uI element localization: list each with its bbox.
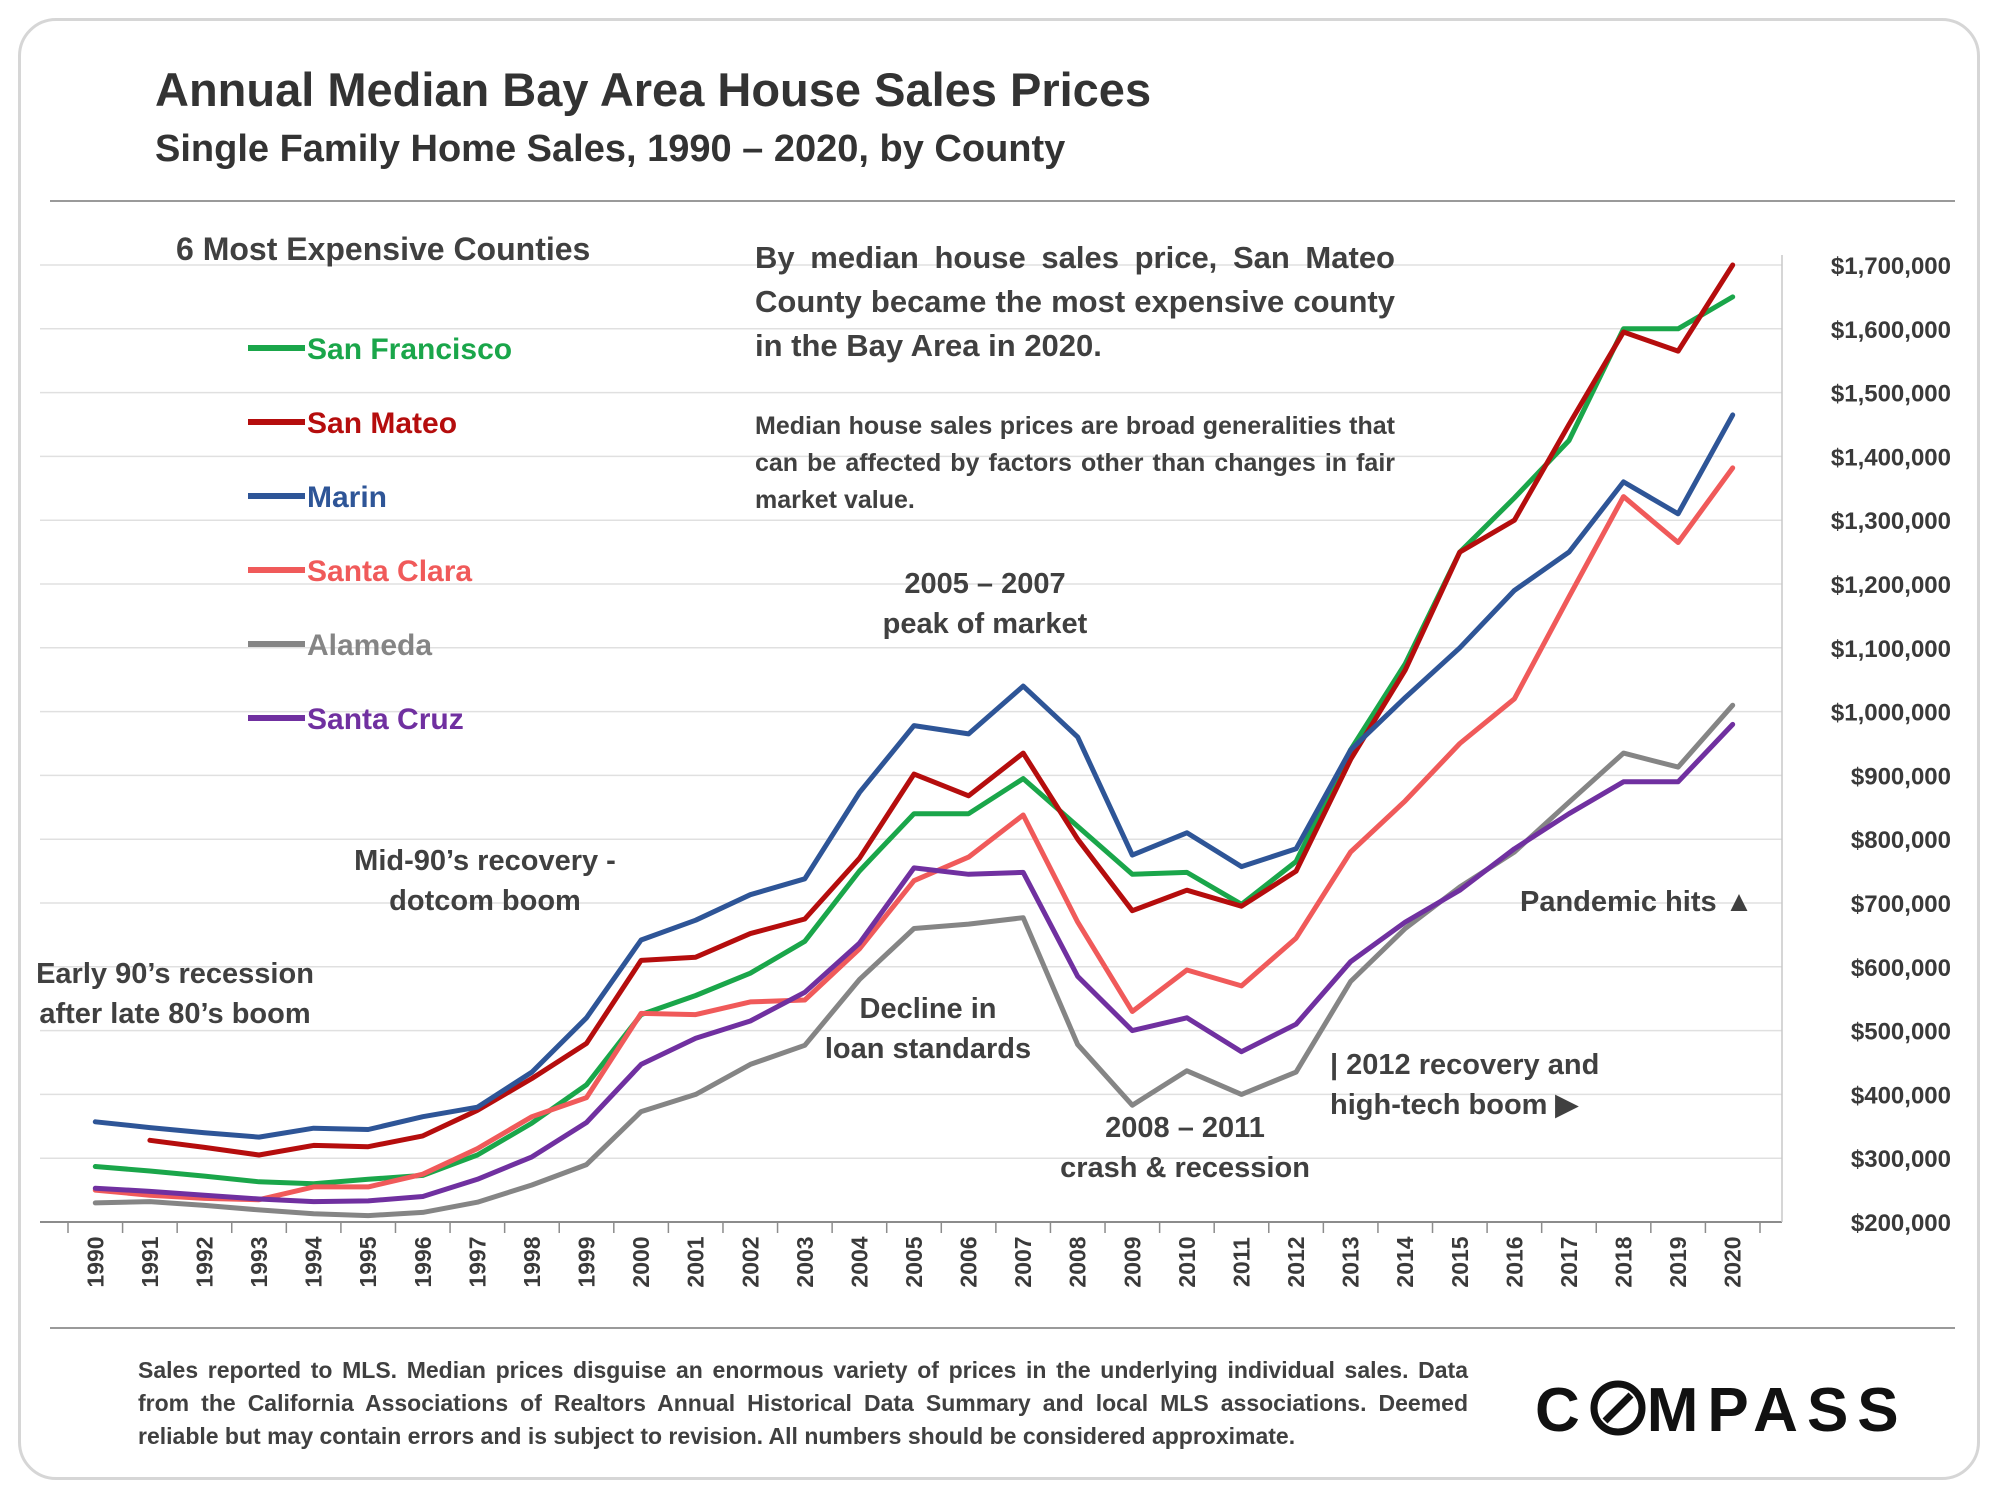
series-line-santa-clara bbox=[92, 465, 1736, 1203]
legend-entry: San Mateo bbox=[307, 407, 457, 440]
legend: 6 Most Expensive Counties San Francisco Sa… bbox=[176, 231, 590, 736]
x-tick-label: 2016 bbox=[1501, 1236, 1527, 1287]
x-tick-label: 2008 bbox=[1065, 1236, 1091, 1287]
y-tick-label: $1,700,000 bbox=[1831, 253, 1951, 280]
series-line-santa-cruz bbox=[92, 721, 1736, 1205]
legend-entry: Marin bbox=[307, 481, 387, 514]
x-tick-label: 1993 bbox=[246, 1236, 272, 1287]
y-tick-label: $1,200,000 bbox=[1831, 572, 1951, 599]
x-tick-label: 2009 bbox=[1119, 1236, 1145, 1287]
annotation-mid90s: dotcom boom bbox=[389, 885, 581, 917]
y-tick-label: $1,600,000 bbox=[1831, 317, 1951, 344]
footer-divider bbox=[50, 1327, 1955, 1329]
annotation-recovery2012: high-tech boom ▶ bbox=[1330, 1089, 1580, 1121]
y-tick-label: $300,000 bbox=[1851, 1146, 1951, 1173]
x-tick-label: 1990 bbox=[82, 1236, 108, 1287]
x-tick-label: 2006 bbox=[956, 1236, 982, 1287]
y-tick-label: $600,000 bbox=[1851, 955, 1951, 982]
x-tick-label: 1998 bbox=[519, 1236, 545, 1287]
x-tick-label: 1999 bbox=[574, 1236, 600, 1287]
y-tick-label: $1,000,000 bbox=[1831, 700, 1951, 727]
axes: $200,000 $300,000 $400,000 $500,000 $600,000… bbox=[40, 253, 1951, 1288]
x-tick-label: 1997 bbox=[464, 1236, 490, 1287]
chart-card bbox=[18, 18, 1980, 1480]
y-tick-label: $500,000 bbox=[1851, 1019, 1951, 1046]
x-tick-label: 1996 bbox=[410, 1236, 436, 1287]
legend-entry: Alameda bbox=[307, 629, 432, 662]
y-tick-label: $1,400,000 bbox=[1831, 444, 1951, 471]
x-tick-label: 2011 bbox=[1228, 1237, 1254, 1287]
x-tick-label: 2012 bbox=[1283, 1236, 1309, 1287]
annotation-mid90s: Mid-90’s recovery - bbox=[354, 845, 616, 877]
annotation-decline: Decline in bbox=[860, 993, 997, 1025]
header-divider bbox=[50, 200, 1955, 202]
x-tick-label: 1994 bbox=[301, 1236, 327, 1287]
series-line-marin bbox=[92, 412, 1736, 1140]
x-tick-label: 2000 bbox=[628, 1236, 654, 1287]
x-tick-label: 2010 bbox=[1174, 1236, 1200, 1287]
compass-logo: C MPASS bbox=[1535, 1376, 1908, 1445]
legend-entry: Santa Cruz bbox=[307, 703, 464, 736]
x-tick-label: 2001 bbox=[683, 1236, 709, 1287]
annotation-decline: loan standards bbox=[825, 1033, 1031, 1065]
x-tick-label: 2014 bbox=[1392, 1236, 1418, 1287]
annotation-peak: 2005 – 2007 bbox=[904, 568, 1065, 600]
annotation-early90s: Early 90’s recession bbox=[36, 958, 314, 990]
x-tick-label: 2017 bbox=[1556, 1236, 1582, 1287]
x-tick-label: 2003 bbox=[792, 1236, 818, 1287]
x-tick-label: 1991 bbox=[137, 1236, 163, 1287]
page-subtitle: Single Family Home Sales, 1990 – 2020, b… bbox=[155, 128, 1066, 170]
series-line-alameda bbox=[92, 702, 1736, 1219]
annotations: 2005 – 2007 peak of market Mid-90’s recove… bbox=[36, 568, 1753, 1184]
y-tick-label: $800,000 bbox=[1851, 827, 1951, 854]
annotation-crash: 2008 – 2011 bbox=[1105, 1112, 1265, 1144]
x-tick-label: 2007 bbox=[1010, 1236, 1036, 1287]
y-tick-label: $200,000 bbox=[1851, 1210, 1951, 1237]
y-tick-label: $700,000 bbox=[1851, 891, 1951, 918]
legend-title: 6 Most Expensive Counties bbox=[176, 231, 590, 267]
x-tick-label: 2004 bbox=[846, 1236, 872, 1287]
x-tick-label: 2002 bbox=[737, 1236, 763, 1287]
series-line-san-mateo bbox=[147, 262, 1736, 1158]
annotation-recovery2012: | 2012 recovery and bbox=[1330, 1049, 1599, 1081]
x-tick-label: 2005 bbox=[901, 1236, 927, 1287]
footer-disclaimer: Sales reported to MLS. Median prices dis… bbox=[138, 1357, 1468, 1449]
x-tick-label: 2015 bbox=[1447, 1236, 1473, 1287]
y-tick-label: $900,000 bbox=[1851, 763, 1951, 790]
series-lines bbox=[92, 262, 1736, 1219]
y-tick-label: $1,500,000 bbox=[1831, 381, 1951, 408]
annotation-crash: crash & recession bbox=[1060, 1152, 1310, 1184]
x-tick-label: 2018 bbox=[1611, 1236, 1637, 1287]
note-main: By median house sales price, San Mateo C… bbox=[755, 240, 1395, 363]
page-title: Annual Median Bay Area House Sales Price… bbox=[155, 63, 1152, 116]
annotation-pandemic: Pandemic hits ▲ bbox=[1520, 886, 1753, 918]
y-tick-label: $1,100,000 bbox=[1831, 636, 1951, 663]
x-tick-label: 2019 bbox=[1665, 1236, 1691, 1287]
note-secondary: Median house sales prices are broad gene… bbox=[755, 412, 1395, 514]
annotation-peak: peak of market bbox=[883, 608, 1088, 640]
compass-o-icon bbox=[1590, 1380, 1646, 1436]
y-tick-label: $1,300,000 bbox=[1831, 508, 1951, 535]
legend-entry: Santa Clara bbox=[307, 555, 472, 588]
y-tick-label: $400,000 bbox=[1851, 1082, 1951, 1109]
x-tick-label: 1992 bbox=[191, 1236, 217, 1287]
x-tick-label: 2020 bbox=[1720, 1236, 1746, 1287]
x-tick-label: 1995 bbox=[355, 1236, 381, 1287]
legend-entry: San Francisco bbox=[307, 333, 512, 366]
annotation-early90s: after late 80’s boom bbox=[39, 998, 310, 1030]
x-tick-label: 2013 bbox=[1338, 1236, 1364, 1287]
